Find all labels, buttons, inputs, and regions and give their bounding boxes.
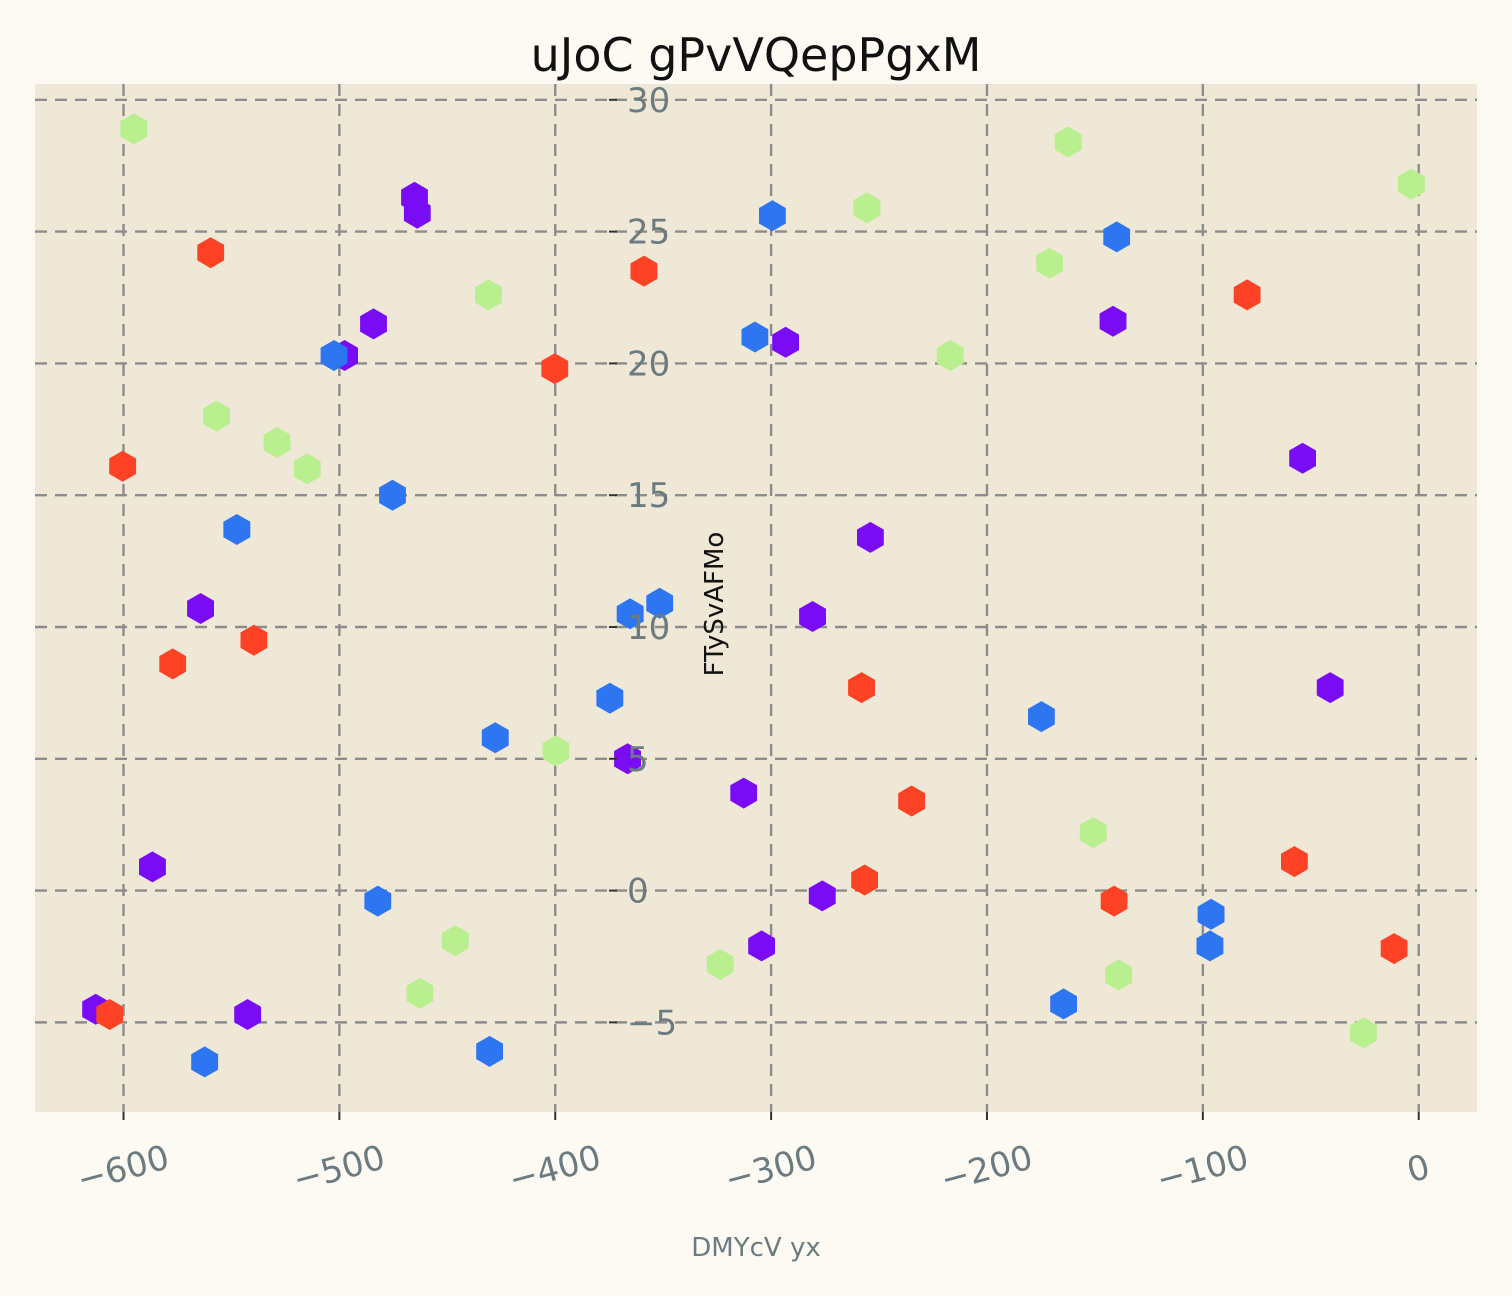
y-axis-label: FTySvAFMo bbox=[700, 532, 730, 677]
scatter-point bbox=[320, 340, 348, 371]
scatter-point bbox=[936, 340, 964, 371]
scatter-point bbox=[476, 1035, 503, 1067]
scatter-point bbox=[1316, 672, 1344, 704]
scatter-point bbox=[403, 197, 431, 229]
y-tick-label: −5 bbox=[627, 1003, 677, 1043]
scatter-point bbox=[730, 777, 758, 809]
scatter-point bbox=[96, 999, 124, 1030]
scatter-point bbox=[853, 192, 881, 224]
scatter-point bbox=[441, 925, 469, 957]
scatter-point bbox=[1350, 1017, 1377, 1049]
scatter-point bbox=[481, 722, 509, 754]
scatter-point bbox=[898, 785, 926, 817]
grid-lines bbox=[35, 84, 1477, 1112]
scatter-point bbox=[541, 353, 569, 385]
y-tick-label: 15 bbox=[627, 476, 670, 516]
scatter-point bbox=[1398, 168, 1425, 200]
scatter-point bbox=[109, 450, 137, 482]
scatter-point bbox=[1054, 126, 1082, 158]
scatter-point bbox=[1196, 930, 1224, 962]
scatter-point bbox=[1103, 221, 1131, 253]
y-tick-label: 25 bbox=[627, 213, 670, 253]
scatter-point bbox=[364, 885, 392, 917]
scatter-point bbox=[159, 648, 187, 680]
scatter-point bbox=[240, 624, 268, 656]
scatter-point bbox=[741, 321, 769, 353]
y-tick-label: 5 bbox=[627, 740, 649, 780]
scatter-point bbox=[1197, 898, 1225, 930]
scatter-point bbox=[120, 113, 148, 145]
scatter-point bbox=[1100, 885, 1128, 917]
scatter-point bbox=[1289, 442, 1316, 474]
scatter-point bbox=[542, 735, 570, 767]
scatter-point bbox=[234, 999, 262, 1030]
scatter-point bbox=[1050, 988, 1077, 1020]
scatter-point bbox=[1079, 817, 1107, 849]
scatter-point bbox=[857, 521, 884, 553]
y-tick-label: 10 bbox=[627, 608, 670, 648]
scatter-point bbox=[616, 598, 644, 630]
scatter-point bbox=[596, 682, 624, 714]
scatter-point bbox=[187, 593, 214, 624]
scatter-point bbox=[772, 326, 799, 358]
scatter-point bbox=[475, 279, 502, 311]
scatter-point bbox=[1281, 846, 1308, 878]
y-tick-label: 0 bbox=[627, 872, 649, 912]
scatter-point bbox=[1380, 933, 1408, 965]
scatter-point bbox=[1036, 247, 1063, 279]
data-points bbox=[82, 113, 1425, 1078]
y-tick-label: 30 bbox=[627, 81, 670, 121]
scatter-point bbox=[1233, 279, 1261, 311]
y-axis-ticks: −5 0 5 10 15 20 25 30 bbox=[609, 81, 677, 1043]
scatter-point bbox=[1105, 959, 1133, 991]
scatter-point bbox=[630, 255, 658, 287]
scatter-point bbox=[748, 930, 775, 962]
y-tick-label: 20 bbox=[627, 344, 670, 384]
scatter-point bbox=[799, 601, 826, 632]
scatter-point bbox=[379, 479, 406, 511]
scatter-point bbox=[808, 880, 836, 912]
scatter-point bbox=[360, 308, 387, 340]
scatter-point bbox=[406, 977, 434, 1009]
scatter-point bbox=[614, 743, 641, 775]
scatter-point bbox=[223, 514, 251, 545]
scatter-point bbox=[646, 587, 674, 619]
scatter-point bbox=[1028, 701, 1055, 733]
scatter-point bbox=[263, 427, 291, 458]
chart-title: uJoC gPvVQepPgxM bbox=[531, 28, 982, 82]
scatter-point bbox=[203, 400, 230, 432]
scatter-point bbox=[1099, 305, 1127, 337]
scatter-point bbox=[191, 1046, 219, 1078]
scatter-point bbox=[139, 851, 166, 883]
scatter-point bbox=[293, 453, 321, 485]
scatter-point bbox=[848, 672, 875, 704]
x-axis-label: DMYcV yx bbox=[691, 1233, 820, 1263]
scatter-point bbox=[851, 864, 878, 896]
scatter-point bbox=[197, 237, 225, 269]
scatter-point bbox=[759, 200, 786, 232]
scatter-point bbox=[706, 948, 734, 980]
